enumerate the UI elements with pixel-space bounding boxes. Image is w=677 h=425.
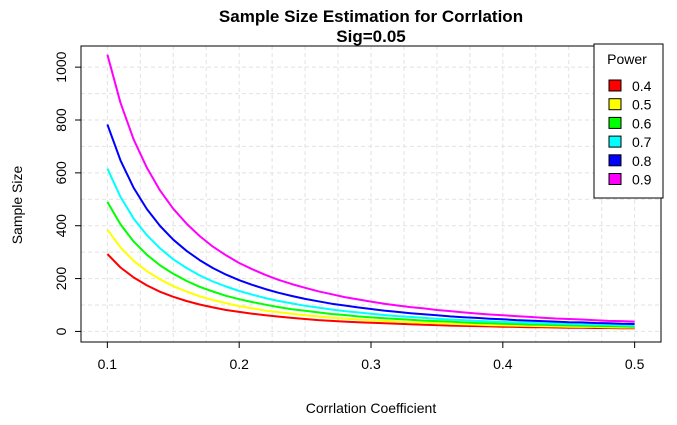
legend-label-0.7: 0.7 <box>632 134 652 150</box>
series-line-power-0.5 <box>106 229 635 329</box>
x-tick-label: 0.5 <box>625 356 645 372</box>
y-axis-label: Sample Size <box>9 165 25 244</box>
y-tick-label: 400 <box>53 214 69 238</box>
legend-swatch-0.4 <box>608 79 622 92</box>
series-line-power-0.6 <box>106 201 635 328</box>
y-tick-label: 600 <box>53 161 69 185</box>
legend-title: Power <box>607 51 647 67</box>
x-tick-label: 0.2 <box>229 356 249 372</box>
chart-subtitle: Sig=0.05 <box>336 27 405 46</box>
y-tick-label: 200 <box>53 267 69 291</box>
legend-box <box>593 43 664 199</box>
chart-title: Sample Size Estimation for Corrlation <box>219 7 523 26</box>
x-tick-label: 0.3 <box>361 356 381 372</box>
x-tick-label: 0.1 <box>98 356 118 372</box>
legend: Power 0.4 0.5 0.6 0.7 0.8 0.9 <box>593 43 664 199</box>
series-line-power-0.8 <box>106 124 635 325</box>
y-tick-label: 0 <box>53 327 69 335</box>
legend-swatch-0.5 <box>608 98 622 111</box>
x-tick-label: 0.4 <box>493 356 513 372</box>
legend-swatch-0.9 <box>608 173 622 185</box>
series-lines <box>106 54 635 330</box>
legend-label-0.4: 0.4 <box>632 78 652 94</box>
legend-label-0.8: 0.8 <box>632 153 652 169</box>
legend-label-0.9: 0.9 <box>632 172 652 188</box>
x-axis-label: Corrlation Coefficient <box>306 400 437 416</box>
series-line-power-0.7 <box>106 168 635 327</box>
grid <box>81 46 661 342</box>
y-tick-label: 1000 <box>53 51 69 82</box>
y-tick-label: 800 <box>53 108 69 132</box>
series-line-power-0.9 <box>106 54 635 323</box>
series-line-power-0.4 <box>106 253 635 330</box>
legend-label-0.6: 0.6 <box>632 115 652 131</box>
axes: 0.1 0.2 0.3 0.4 0.5 0 200 400 600 800 1000 <box>53 51 645 372</box>
legend-swatch-0.8 <box>608 154 622 167</box>
legend-swatch-0.6 <box>608 116 622 129</box>
legend-label-0.5: 0.5 <box>632 97 652 113</box>
legend-swatch-0.7 <box>608 135 622 148</box>
